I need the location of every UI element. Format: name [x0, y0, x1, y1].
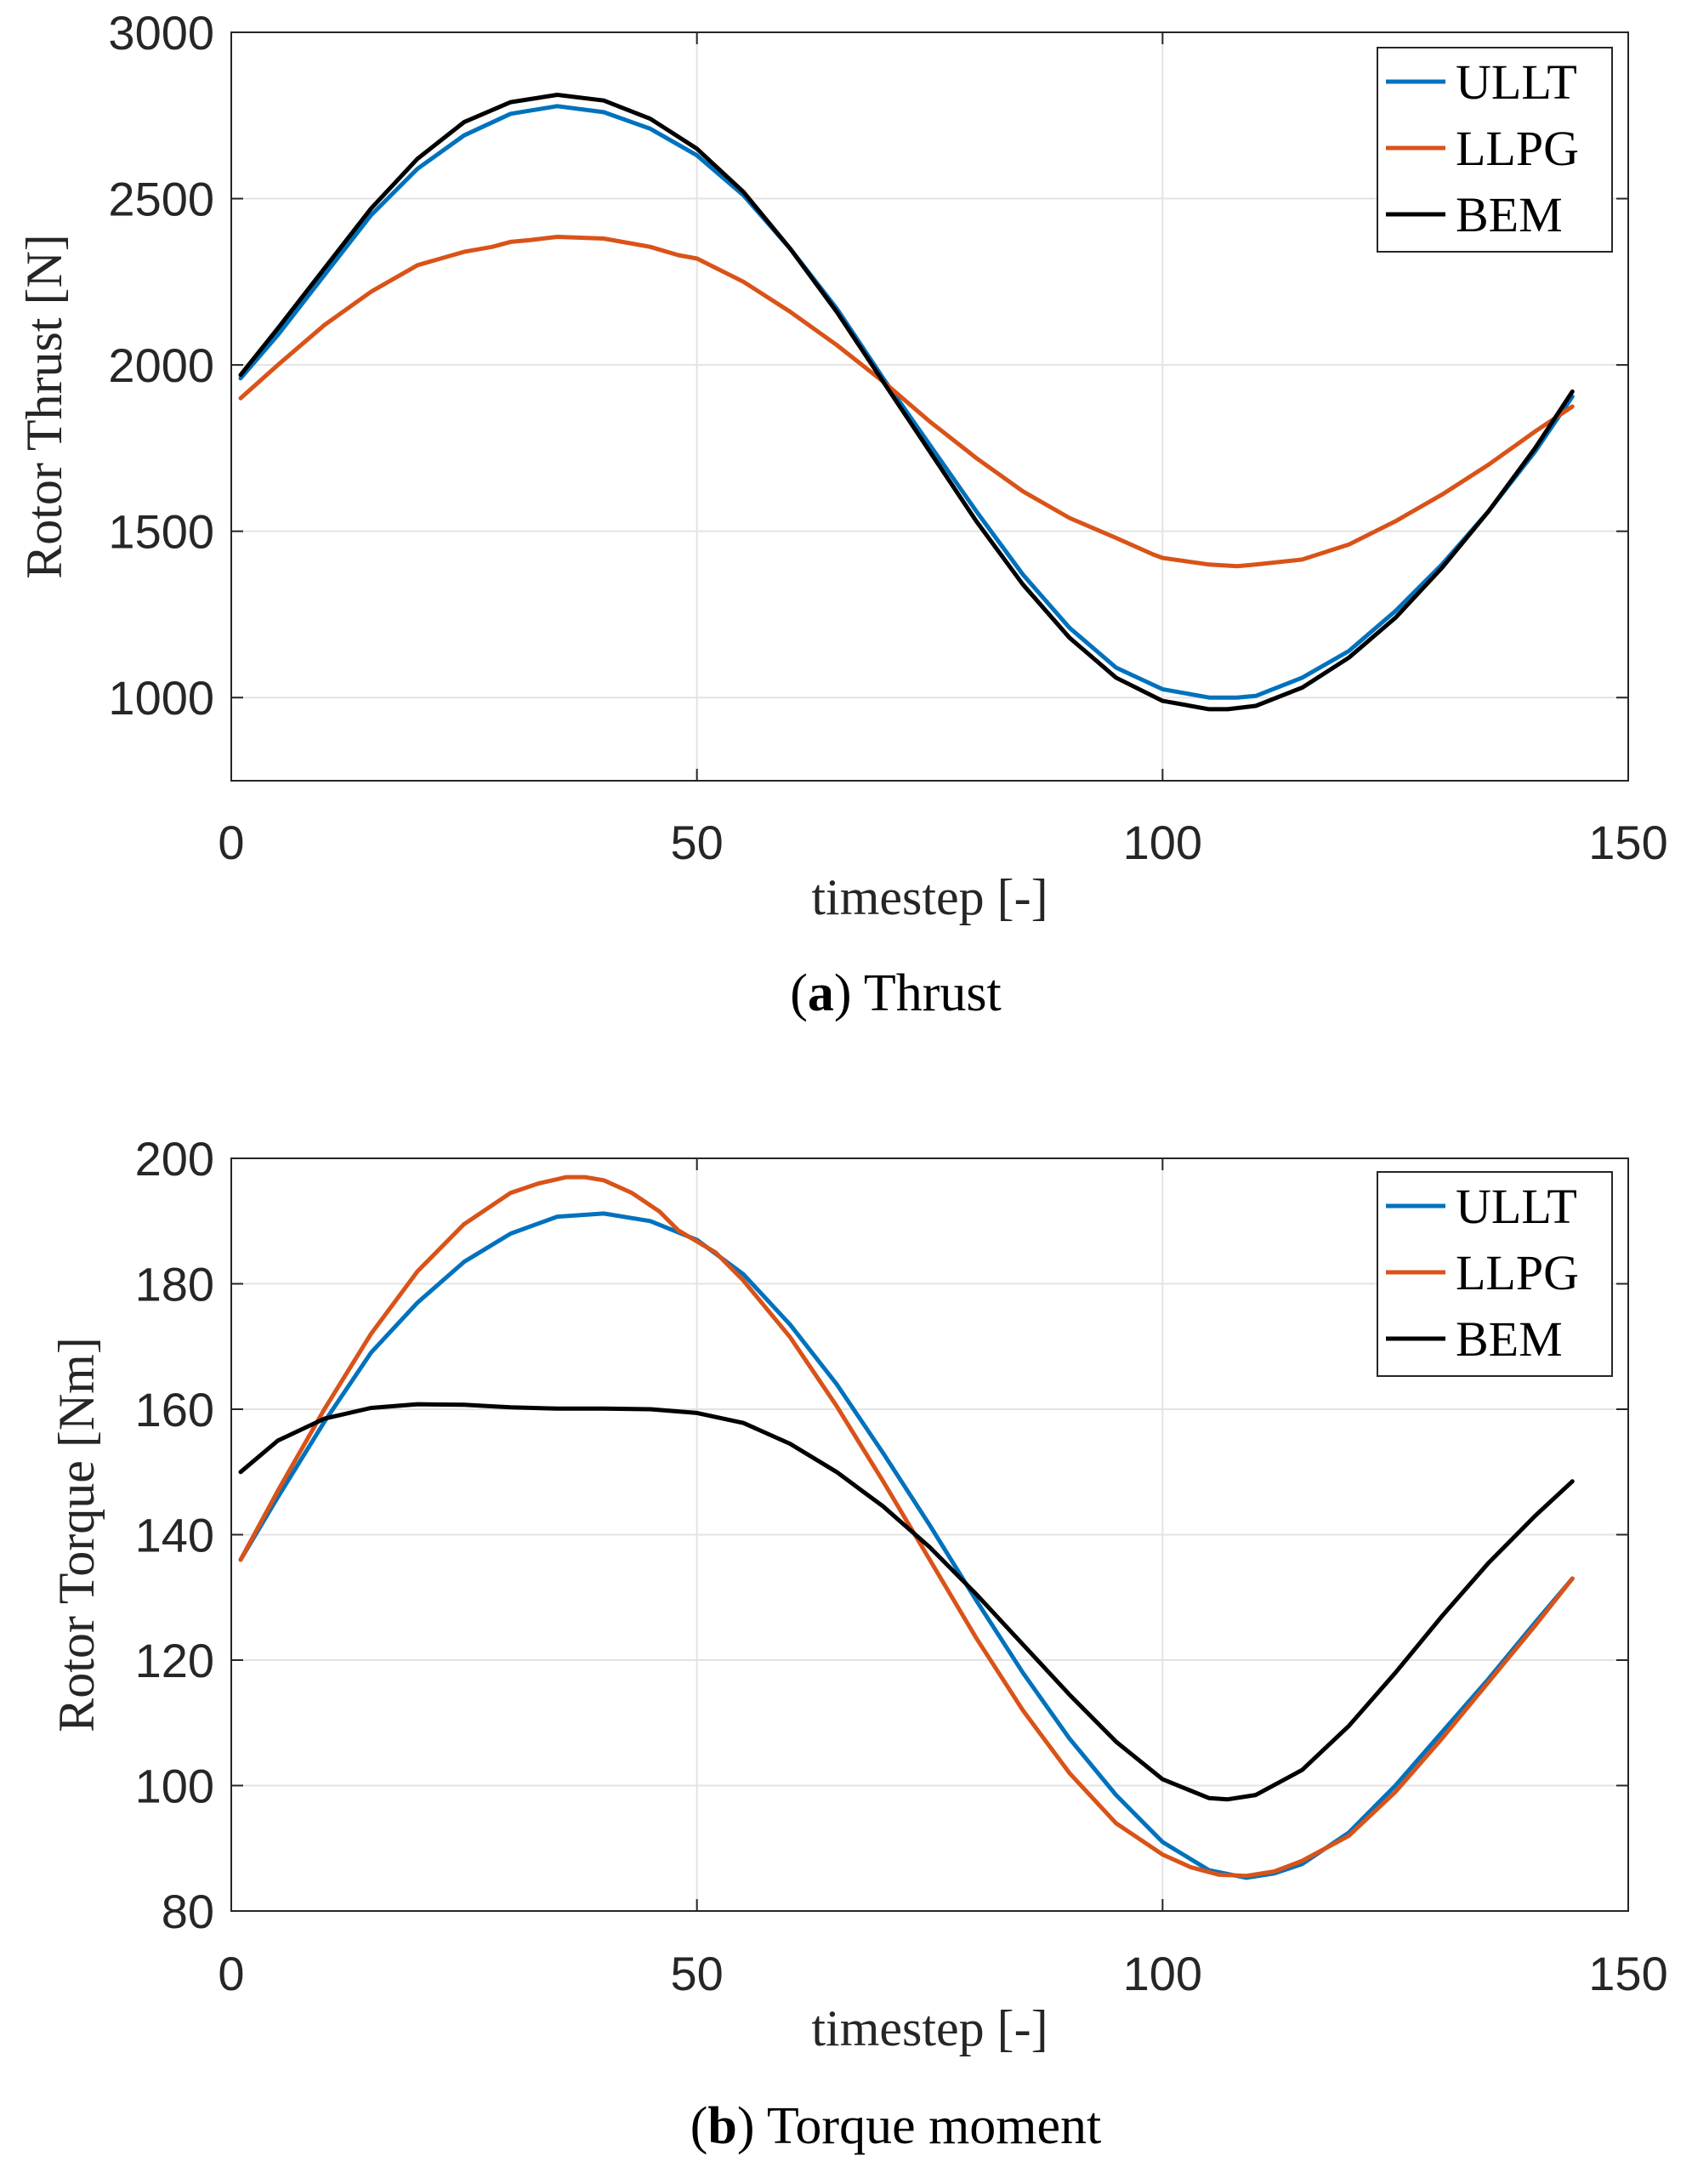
series-line-llpg — [238, 1174, 1575, 1879]
caption-paren-open: ( — [690, 2097, 708, 2155]
caption-text: Torque moment — [767, 2097, 1101, 2155]
legend-label-llpg: LLPG — [1456, 121, 1579, 176]
figure-caption: (a) Thrust — [790, 964, 1002, 1022]
y-axis-label: Rotor Thrust [N] — [16, 234, 72, 579]
caption-text: Thrust — [864, 964, 1002, 1022]
y-tick-label: 160 — [135, 1383, 214, 1436]
series-line-ullt — [238, 104, 1575, 700]
y-tick-label: 200 — [135, 1132, 214, 1186]
y-tick-label: 180 — [135, 1258, 214, 1311]
y-tick-label: 80 — [162, 1885, 214, 1938]
y-tick-label: 1000 — [108, 671, 214, 725]
series-line-bem — [238, 1402, 1575, 1802]
axes-box — [230, 31, 1629, 782]
x-tick-label: 50 — [671, 1947, 724, 2000]
x-tick-label: 0 — [218, 1947, 244, 2000]
y-tick-label: 1500 — [108, 505, 214, 559]
y-tick-label: 2000 — [108, 338, 214, 392]
y-tick-label: 100 — [135, 1760, 214, 1813]
y-axis-label: Rotor Torque [Nm] — [48, 1337, 105, 1732]
caption-paren-open: ( — [790, 964, 808, 1022]
y-tick-label: 140 — [135, 1509, 214, 1562]
y-tick-label: 3000 — [108, 6, 214, 60]
caption-paren-close: ) — [737, 2097, 767, 2155]
figure-caption: (b) Torque moment — [690, 2097, 1102, 2155]
series-line-bem — [238, 93, 1575, 712]
legend-label-llpg: LLPG — [1456, 1245, 1579, 1300]
legend-label-bem: BEM — [1456, 1311, 1563, 1367]
y-tick-label: 2500 — [108, 173, 214, 226]
x-tick-label: 50 — [671, 816, 724, 869]
x-tick-label: 100 — [1123, 816, 1202, 869]
legend-label-bem: BEM — [1456, 187, 1563, 242]
caption-paren-close: ) — [834, 964, 864, 1022]
chart-torque: 0 50 100 150 80 100 120 140 160 180 200 timestep [-… — [48, 1132, 1668, 2155]
legend-label-ullt: ULLT — [1456, 54, 1577, 110]
legend-label-ullt: ULLT — [1456, 1179, 1577, 1234]
caption-tag: b — [707, 2097, 736, 2155]
x-tick-label: 150 — [1588, 816, 1667, 869]
x-tick-label: 0 — [218, 816, 244, 869]
chart-thrust: 0 50 100 150 1000 1500 2000 2500 3000 timestep [-… — [16, 6, 1668, 1022]
y-tick-label: 120 — [135, 1634, 214, 1687]
x-tick-label: 150 — [1588, 1947, 1667, 2000]
x-axis-label: timestep [-] — [811, 2000, 1048, 2056]
series-line-ullt — [238, 1211, 1575, 1880]
x-tick-label: 100 — [1123, 1947, 1202, 2000]
x-axis-label: timestep [-] — [811, 869, 1048, 925]
caption-tag: a — [808, 964, 834, 1022]
